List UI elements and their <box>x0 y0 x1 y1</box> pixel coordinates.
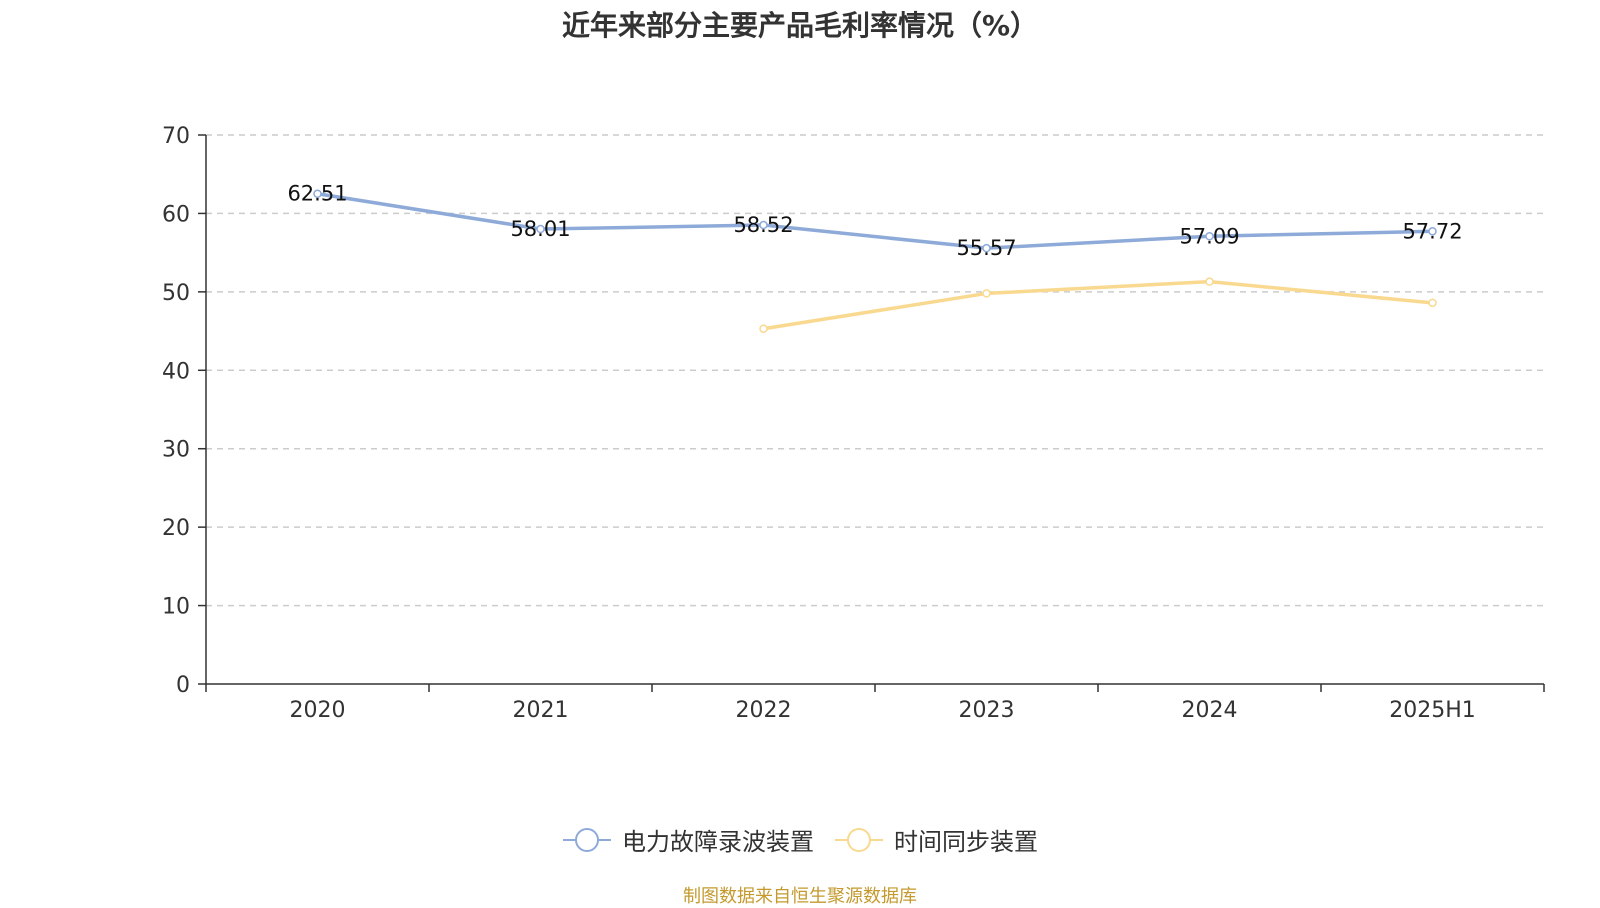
y-tick-label-5: 50 <box>162 281 190 306</box>
data-label-series-1-2023: 55.57 <box>956 236 1016 260</box>
x-tick-label-2024: 2024 <box>1182 698 1238 723</box>
x-tick-label-2025H1: 2025H1 <box>1389 698 1476 723</box>
legend: 电力故障录波装置 时间同步装置 <box>0 822 1600 857</box>
data-point-series-1-2022[interactable] <box>759 220 768 230</box>
legend-marker-series-1 <box>563 827 611 852</box>
data-point-series-1-2020[interactable] <box>313 189 322 198</box>
data-label-series-1-2025H1: 57.72 <box>1402 219 1462 243</box>
y-tick-label-0: 0 <box>176 673 190 698</box>
data-label-series-1-2024: 57.09 <box>1179 224 1239 248</box>
series-line-1 <box>315 191 1435 250</box>
x-tick-label-2021: 2021 <box>513 698 569 723</box>
y-tick-label-2: 20 <box>162 516 190 541</box>
data-point-series-1-2025H1[interactable] <box>1428 227 1437 236</box>
y-tick-label-7: 70 <box>162 124 190 149</box>
legend-label-series-2: 时间同步装置 <box>894 828 1038 856</box>
legend-item-series-2[interactable]: 时间同步装置 <box>834 822 1038 857</box>
legend-marker-series-2 <box>835 827 883 852</box>
y-tick-label-6: 60 <box>162 202 190 227</box>
data-point-series-2-2023[interactable] <box>982 289 991 298</box>
x-tick-label-2022: 2022 <box>736 698 792 723</box>
data-point-series-1-2024[interactable] <box>1205 232 1214 241</box>
chart-title: 近年来部分主要产品毛利率情况（%） <box>561 9 1039 42</box>
x-tick-label-2020: 2020 <box>290 698 346 723</box>
data-point-series-2-2025H1[interactable] <box>1428 298 1437 308</box>
y-tick-label-4: 40 <box>162 359 190 384</box>
source-note: 制图数据来自恒生聚源数据库 <box>683 886 917 907</box>
data-point-series-1-2023[interactable] <box>982 243 991 253</box>
data-point-series-2-2024[interactable] <box>1205 277 1214 286</box>
data-label-series-1-2022: 58.52 <box>733 213 793 237</box>
y-tick-label-1: 10 <box>162 595 190 620</box>
data-point-series-2-2022[interactable] <box>759 324 768 333</box>
data-point-series-1-2021[interactable] <box>536 224 545 234</box>
data-label-series-1-2020: 62.51 <box>287 182 347 206</box>
data-label-series-1-2021: 58.01 <box>510 217 570 241</box>
legend-label-series-1: 电力故障录波装置 <box>622 828 814 856</box>
y-tick-label-3: 30 <box>162 438 190 463</box>
legend-item-series-1[interactable]: 电力故障录波装置 <box>562 822 814 857</box>
series-line-2 <box>761 279 1435 331</box>
x-tick-label-2023: 2023 <box>959 698 1015 723</box>
